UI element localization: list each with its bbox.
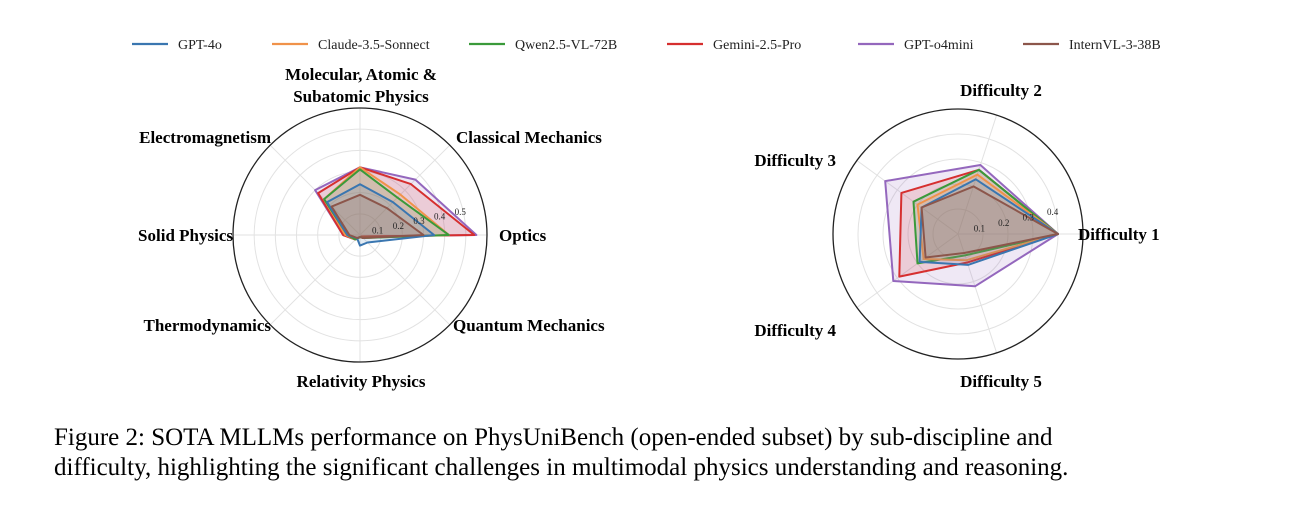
- r-tick-label: 0.4: [434, 212, 446, 222]
- legend-label: Claude-3.5-Sonnect: [318, 38, 430, 53]
- outer-frame: [232, 107, 488, 363]
- axis-labels: 0.1 0.2 0.3 0.4 0.5 Optics Classical Mechanics…: [138, 65, 605, 391]
- radar-series-group: [884, 164, 1059, 288]
- legend-item-gemini-2-5-pro: Gemini-2.5-Pro: [667, 38, 801, 53]
- grid-spoke: [269, 234, 361, 326]
- outer-frame: [832, 108, 1084, 360]
- axis-label-difficulty-3: Difficulty 3: [754, 151, 836, 170]
- figure: GPT-4o Claude-3.5-Sonnect Qwen2.5-VL-72B Ge…: [132, 38, 1161, 391]
- radar-grid: [832, 108, 1084, 360]
- legend-label: Qwen2.5-VL-72B: [515, 38, 617, 53]
- grid-spoke: [856, 160, 959, 235]
- series-gpt-4o: [326, 183, 436, 247]
- r-tick-label: 0.3: [1023, 213, 1035, 223]
- r-tick-label: 0.1: [974, 224, 985, 234]
- axis-label-classical-mechanics: Classical Mechanics: [456, 128, 602, 147]
- legend-label: GPT-o4mini: [904, 38, 974, 53]
- legend: GPT-4o Claude-3.5-Sonnect Qwen2.5-VL-72B Ge…: [132, 38, 1161, 53]
- axis-label-difficulty-1: Difficulty 1: [1078, 225, 1160, 244]
- grid-spoke: [359, 234, 451, 326]
- legend-item-gpt-o4mini: GPT-o4mini: [858, 38, 974, 53]
- series-internvl-3-38b: [920, 185, 1059, 259]
- axis-label-thermodynamics: Thermodynamics: [144, 316, 272, 335]
- legend-item-claude-3-5-sonnect: Claude-3.5-Sonnect: [272, 38, 430, 53]
- figure-caption: Figure 2: SOTA MLLMs performance on Phys…: [54, 423, 1254, 483]
- caption-line-2: difficulty, highlighting the significant…: [54, 454, 1069, 481]
- series-gpt-4o: [918, 178, 1059, 266]
- axis-label-difficulty-5: Difficulty 5: [960, 372, 1042, 391]
- grid-spoke: [856, 233, 959, 308]
- legend-label: InternVL-3-38B: [1069, 38, 1161, 53]
- axis-label-difficulty-4: Difficulty 4: [754, 321, 836, 340]
- axis-label-difficulty-2: Difficulty 2: [960, 81, 1042, 100]
- radar-chart-subdiscipline: 0.1 0.2 0.3 0.4 0.5 Optics Classical Mechanics…: [138, 65, 605, 391]
- r-tick-label: 0.5: [455, 207, 467, 217]
- series-internvl-3-38b: [330, 193, 425, 239]
- r-tick-label: 0.2: [393, 221, 404, 231]
- legend-item-internvl-3-38b: InternVL-3-38B: [1023, 38, 1161, 53]
- r-tick-label: 0.3: [413, 216, 425, 226]
- radar-series-group: [314, 166, 478, 247]
- axis-label-relativity-physics: Relativity Physics: [297, 372, 426, 391]
- axis-label-solid-physics: Solid Physics: [138, 226, 233, 245]
- axis-labels: 0.1 0.2 0.3 0.4 Difficulty 1 Difficulty 2 Diff…: [754, 81, 1159, 391]
- axis-label-molecular-atomic-subatomic-physics: Molecular, Atomic & Subatomic Physics: [285, 65, 437, 106]
- caption-line-1: Figure 2: SOTA MLLMs performance on Phys…: [54, 424, 1053, 451]
- legend-item-qwen2-5-vl-72b: Qwen2.5-VL-72B: [469, 38, 617, 53]
- axis-label-optics: Optics: [499, 226, 547, 245]
- r-tick-label: 0.1: [372, 225, 383, 235]
- radar-chart-difficulty: 0.1 0.2 0.3 0.4 Difficulty 1 Difficulty 2 Diff…: [754, 81, 1159, 391]
- r-tick-label: 0.2: [998, 218, 1009, 228]
- legend-label: Gemini-2.5-Pro: [713, 38, 801, 53]
- legend-label: GPT-4o: [178, 38, 222, 53]
- legend-item-gpt-4o: GPT-4o: [132, 38, 222, 53]
- axis-label-electromagnetism: Electromagnetism: [139, 128, 271, 147]
- r-tick-label: 0.4: [1047, 207, 1059, 217]
- axis-label-quantum-mechanics: Quantum Mechanics: [453, 316, 605, 335]
- grid-spoke: [359, 144, 451, 236]
